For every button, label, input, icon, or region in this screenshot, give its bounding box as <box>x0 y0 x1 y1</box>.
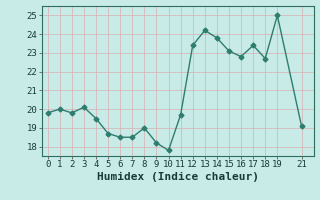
X-axis label: Humidex (Indice chaleur): Humidex (Indice chaleur) <box>97 172 259 182</box>
